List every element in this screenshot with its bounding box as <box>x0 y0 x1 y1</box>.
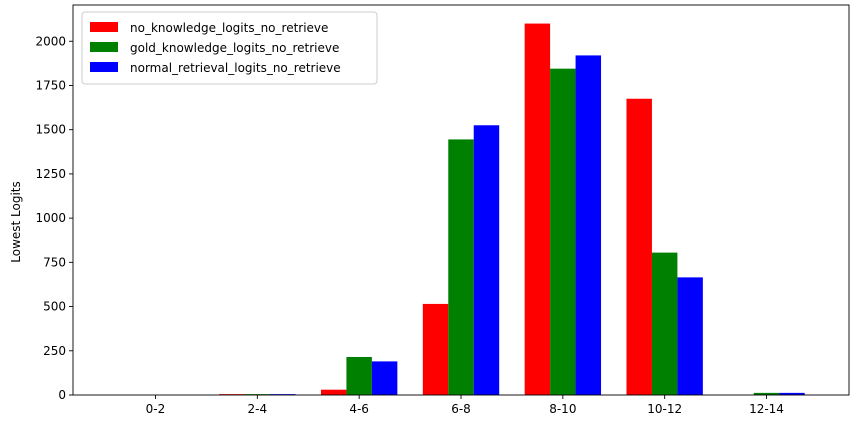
bar-gold_knowledge_logits_no_retrieve-6-8 <box>448 139 474 395</box>
legend: no_knowledge_logits_no_retrieve gold_know… <box>81 11 378 85</box>
y-tick-label: 1500 <box>35 123 66 137</box>
bar-normal_retrieval_logits_no_retrieve-8-10 <box>575 55 602 395</box>
bar-normal_retrieval_logits_no_retrieve-10-12 <box>677 277 703 395</box>
bar-normal_retrieval_logits_no_retrieve-12-14 <box>779 392 805 395</box>
legend-label-no_knowledge_logits_no_retrieve: no_knowledge_logits_no_retrieve <box>130 21 328 35</box>
legend-swatch-no_knowledge_logits_no_retrieve <box>90 22 118 32</box>
bar-no_knowledge_logits_no_retrieve-6-8 <box>422 303 449 395</box>
y-tick-label: 0 <box>58 388 66 402</box>
bar-no_knowledge_logits_no_retrieve-4-6 <box>320 389 347 395</box>
y-tick-label: 750 <box>43 255 66 269</box>
legend-swatch-normal_retrieval_logits_no_retrieve <box>90 62 118 72</box>
x-tick-label: 0-2 <box>146 402 166 416</box>
legend-swatch-gold_knowledge_logits_no_retrieve <box>90 42 118 52</box>
x-tick-label: 12-14 <box>749 402 784 416</box>
bar-gold_knowledge_logits_no_retrieve-10-12 <box>651 252 678 395</box>
y-tick-label: 1250 <box>35 167 66 181</box>
bar-no_knowledge_logits_no_retrieve-8-10 <box>524 23 551 395</box>
y-tick-label: 1000 <box>35 211 66 225</box>
bar-no_knowledge_logits_no_retrieve-10-12 <box>626 98 652 396</box>
y-tick-label: 250 <box>43 344 66 358</box>
x-tick-label: 10-12 <box>647 402 682 416</box>
bar-gold_knowledge_logits_no_retrieve-4-6 <box>346 356 372 395</box>
legend-label-gold_knowledge_logits_no_retrieve: gold_knowledge_logits_no_retrieve <box>130 41 339 55</box>
y-tick-label: 2000 <box>35 34 66 48</box>
y-tick-label: 500 <box>43 300 66 314</box>
bar-normal_retrieval_logits_no_retrieve-4-6 <box>371 361 398 395</box>
legend-label-normal_retrieval_logits_no_retrieve: normal_retrieval_logits_no_retrieve <box>130 61 341 75</box>
bar-gold_knowledge_logits_no_retrieve-8-10 <box>550 68 576 396</box>
y-axis-label: Lowest Logits <box>9 181 23 263</box>
axes-group: 0 250 500 750 1000 1250 1500 1750 2000 0-2 2-4 4-6 6… <box>35 4 850 416</box>
bar-normal_retrieval_logits_no_retrieve-6-8 <box>473 125 500 396</box>
x-tick-label: 6-8 <box>451 402 471 416</box>
bar-gold_knowledge_logits_no_retrieve-12-14 <box>753 392 780 395</box>
x-tick-label: 8-10 <box>549 402 576 416</box>
bars-group <box>219 23 805 396</box>
y-tick-label: 1750 <box>35 78 66 92</box>
x-tick-label: 4-6 <box>349 402 369 416</box>
legend-box <box>81 11 378 85</box>
x-tick-label: 2-4 <box>248 402 268 416</box>
